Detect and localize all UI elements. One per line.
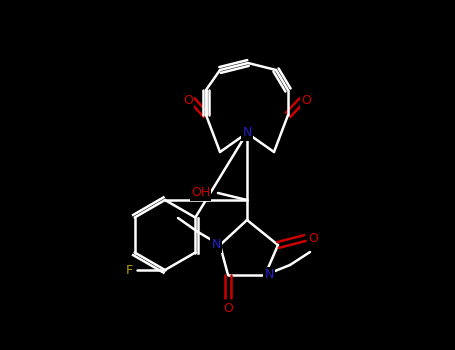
Text: F: F	[126, 264, 132, 276]
Text: O: O	[301, 93, 311, 106]
Text: N: N	[264, 268, 274, 281]
Text: N: N	[211, 238, 221, 252]
Text: O: O	[183, 93, 193, 106]
Text: O: O	[223, 301, 233, 315]
Text: N: N	[243, 126, 252, 140]
Text: O: O	[308, 231, 318, 245]
Text: OH: OH	[191, 187, 210, 199]
